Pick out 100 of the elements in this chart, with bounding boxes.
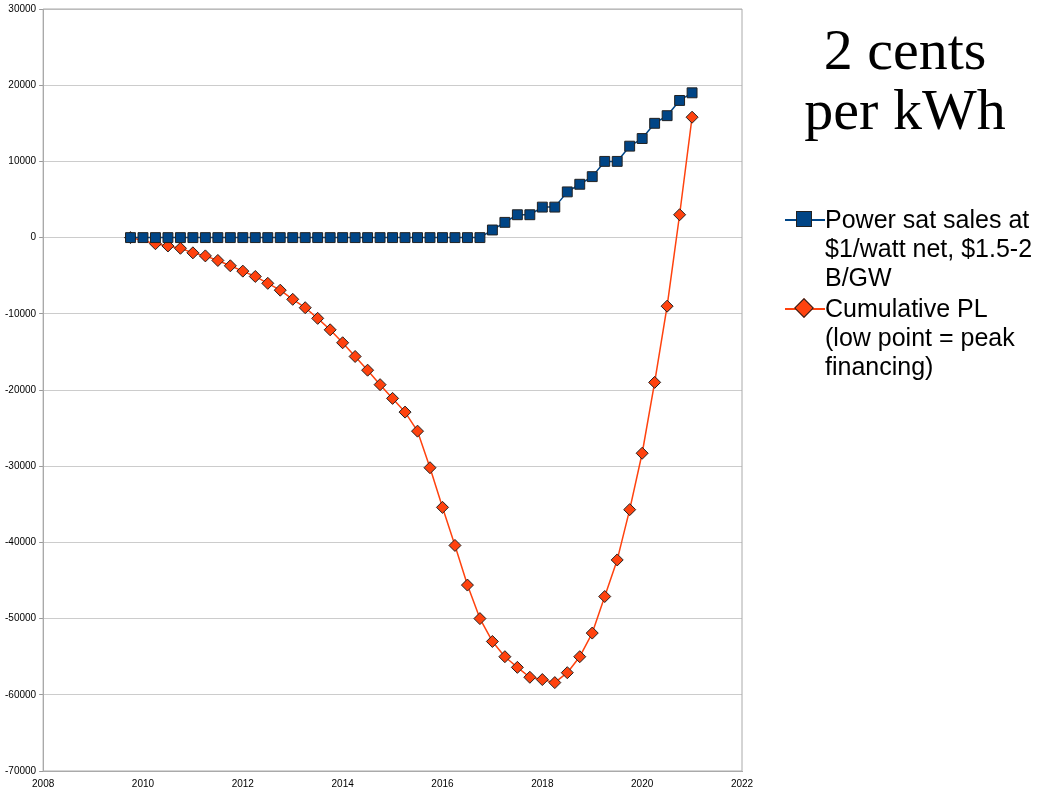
legend-label: Cumulative PL (low point = peak financing): [825, 294, 1016, 381]
point: [498, 650, 512, 664]
point: [673, 208, 687, 222]
point: [574, 178, 586, 190]
point: [535, 673, 549, 687]
point: [287, 232, 299, 244]
x-tick-label: 2010: [131, 777, 155, 789]
point: [437, 232, 448, 244]
point: [174, 232, 186, 244]
point: [499, 216, 511, 228]
point: [462, 232, 473, 244]
point: [261, 276, 275, 290]
point: [510, 660, 524, 674]
point: [598, 590, 612, 603]
y-tick-label: -20000: [5, 383, 37, 395]
point: [312, 232, 324, 244]
point: [274, 232, 286, 244]
point: [386, 391, 400, 405]
point: [423, 461, 437, 475]
point: [649, 117, 661, 129]
point: [473, 612, 487, 626]
point: [674, 94, 686, 106]
point: [237, 232, 249, 244]
point: [474, 232, 486, 244]
x-tick-label: 2022: [730, 777, 754, 789]
point: [686, 87, 698, 99]
point: [224, 232, 236, 244]
point: [623, 503, 637, 517]
point: [387, 232, 399, 244]
point: [236, 264, 250, 278]
point: [262, 232, 274, 244]
point: [485, 634, 499, 648]
y-tick-label: -70000: [5, 764, 37, 776]
point: [685, 110, 699, 124]
point: [162, 232, 174, 244]
point: [624, 140, 636, 152]
point: [536, 201, 548, 213]
point: [298, 301, 312, 315]
point: [424, 232, 436, 244]
point: [511, 209, 523, 221]
point: [336, 336, 350, 350]
point: [373, 378, 387, 392]
point: [348, 349, 362, 363]
point: [324, 232, 336, 244]
y-tick-label: -30000: [5, 459, 37, 471]
point: [635, 446, 649, 460]
y-tick-label: 0: [30, 231, 37, 243]
y-tick-label: -10000: [5, 307, 37, 319]
y-tick-label: -40000: [5, 536, 37, 548]
point: [599, 155, 611, 167]
point: [523, 670, 537, 684]
y-tick-label: 10000: [8, 155, 37, 167]
point: [561, 186, 573, 198]
y-tick-label: 30000: [8, 2, 37, 14]
point: [248, 269, 262, 283]
point: [549, 201, 561, 213]
point: [273, 283, 287, 297]
point: [460, 578, 474, 592]
y-tick-label: -60000: [5, 688, 37, 700]
point: [399, 232, 411, 244]
point: [137, 232, 149, 244]
point: [486, 224, 498, 236]
point: [411, 424, 425, 438]
point: [186, 246, 200, 260]
legend-label: Power sat sales at $1/watt net, $1.5-2 B/GW: [825, 205, 1034, 292]
point: [448, 538, 462, 552]
x-tick-label: 2008: [32, 777, 55, 789]
point: [223, 259, 237, 273]
point: [660, 299, 674, 313]
point: [374, 232, 386, 244]
x-tick-label: 2018: [531, 777, 554, 789]
point: [311, 311, 325, 325]
point: [661, 110, 673, 122]
point: [611, 155, 623, 167]
point: [349, 232, 361, 244]
point: [362, 232, 374, 244]
x-tick-label: 2014: [331, 777, 355, 789]
point: [573, 650, 587, 664]
point: [648, 375, 662, 389]
point: [286, 292, 300, 306]
point: [610, 553, 624, 567]
point: [323, 323, 337, 337]
point: [548, 676, 562, 690]
text: 2 cents per kWh: [803, 17, 1007, 142]
point: [198, 249, 212, 263]
y-tick-label: -50000: [5, 612, 37, 624]
point: [524, 209, 536, 221]
x-tick-label: 2016: [431, 777, 455, 789]
x-tick-label: 2012: [231, 777, 255, 789]
point: [249, 232, 261, 244]
x-tick-label: 2020: [631, 777, 654, 789]
point: [337, 232, 349, 244]
point: [187, 232, 199, 244]
point: [585, 626, 599, 640]
point: [636, 133, 648, 144]
point: [586, 171, 598, 183]
point: [361, 363, 375, 377]
point: [199, 232, 211, 244]
point: [560, 666, 574, 680]
point: [211, 253, 225, 267]
